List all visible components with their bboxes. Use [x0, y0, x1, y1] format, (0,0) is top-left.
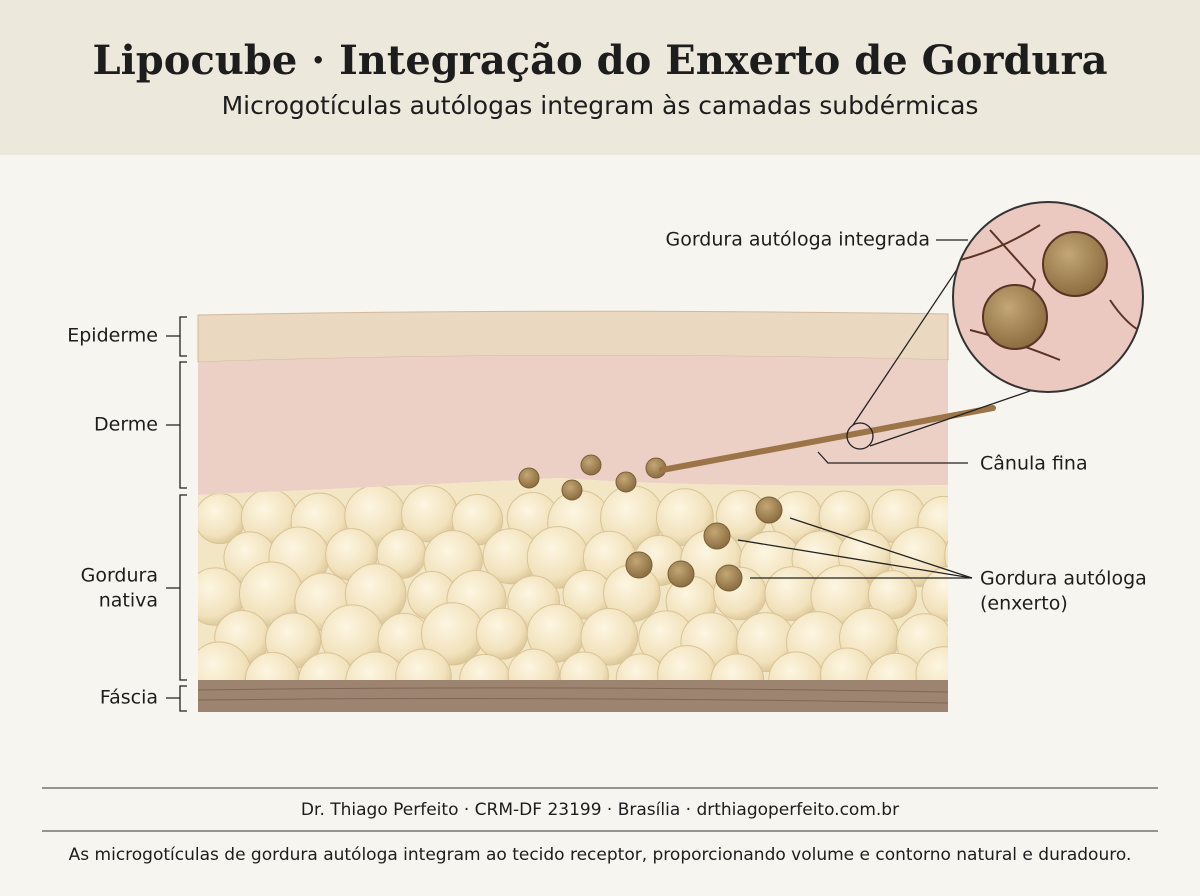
graft-droplets: [518, 454, 783, 592]
annotation: Gordura autóloga: [980, 568, 1147, 590]
fat-cell: [475, 607, 528, 660]
zoom: [846, 201, 1144, 450]
layer-label: Fáscia: [100, 687, 158, 709]
fat-cell: [915, 646, 948, 682]
annotation: Gordura autóloga integrada: [665, 229, 930, 251]
layer-label: Epiderme: [67, 325, 158, 347]
fat-cell: [395, 648, 452, 682]
fat-cell: [507, 648, 560, 682]
brackets: [166, 316, 187, 712]
subtitle: Microgotículas autólogas integram às cam…: [222, 91, 979, 120]
fat-cell: [944, 523, 948, 588]
tissue: [197, 310, 949, 712]
fat-cell: [947, 608, 948, 671]
cannula: [659, 405, 996, 473]
leaders: [737, 239, 973, 579]
caption: As microgotículas de gordura autóloga in…: [69, 845, 1132, 865]
fat-cell: [921, 566, 948, 622]
fat-cell: [867, 570, 917, 620]
header-band: [0, 0, 1200, 155]
annotation: Cânula fina: [980, 453, 1088, 475]
annotation: (enxerto): [980, 593, 1068, 615]
credit: Dr. Thiago Perfeito · CRM-DF 23199 · Bra…: [301, 800, 899, 820]
layer-label: Derme: [94, 414, 158, 436]
fat-cell: [559, 651, 609, 682]
layer-label: Gordura: [81, 565, 158, 587]
fat-cell: [580, 607, 639, 666]
title: Lipocube · Integração do Enxerto de Gord…: [92, 37, 1107, 84]
layer-label: nativa: [99, 590, 158, 612]
